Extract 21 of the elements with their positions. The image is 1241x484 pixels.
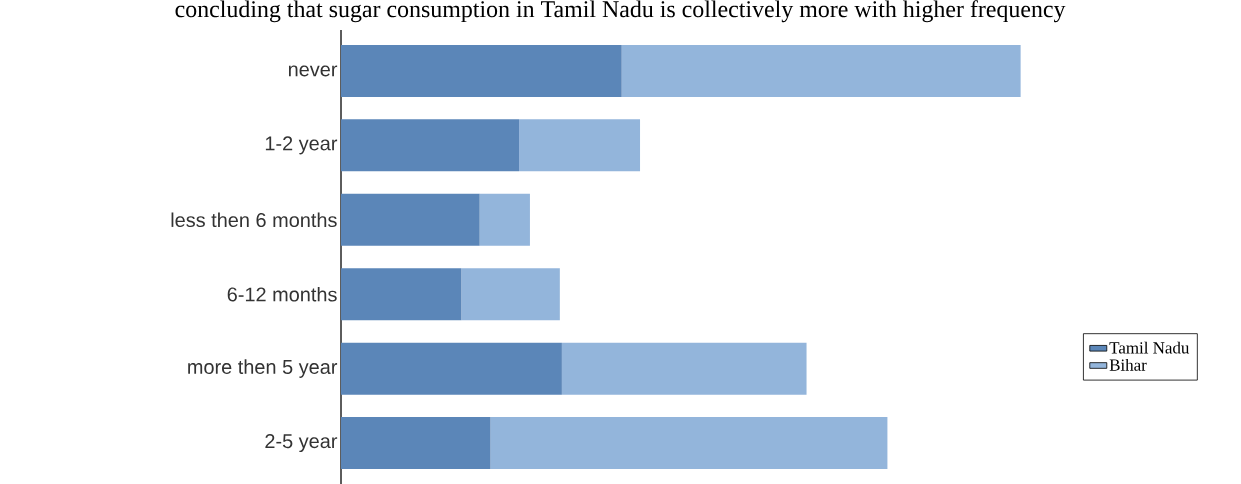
bar (461, 268, 560, 321)
y-tick-label: less then 6 months (171, 212, 337, 228)
y-tick-label: 2-5 year (265, 434, 338, 453)
y-tick-label: never (288, 65, 338, 77)
y-tick-label: 6-12 months (227, 286, 337, 302)
bar (341, 119, 520, 172)
bar (341, 268, 462, 321)
bar (490, 417, 888, 470)
bar (341, 44, 622, 97)
bar (621, 44, 1021, 97)
chart-title: concluding that sugar consumption in Tamil Nadu is collectively more with higher frequency (175, 0, 1066, 23)
y-tick-label: more then 5 year (188, 359, 338, 378)
y-tick-label: 1-2 year (265, 136, 338, 155)
bar (341, 193, 480, 246)
legend-label: Tamil Nadu (1109, 341, 1190, 354)
bar (479, 193, 530, 246)
legend-label: Bihar (1109, 358, 1147, 371)
bar (341, 342, 562, 395)
bar (341, 417, 491, 470)
bar (561, 342, 807, 395)
bar (519, 119, 641, 172)
